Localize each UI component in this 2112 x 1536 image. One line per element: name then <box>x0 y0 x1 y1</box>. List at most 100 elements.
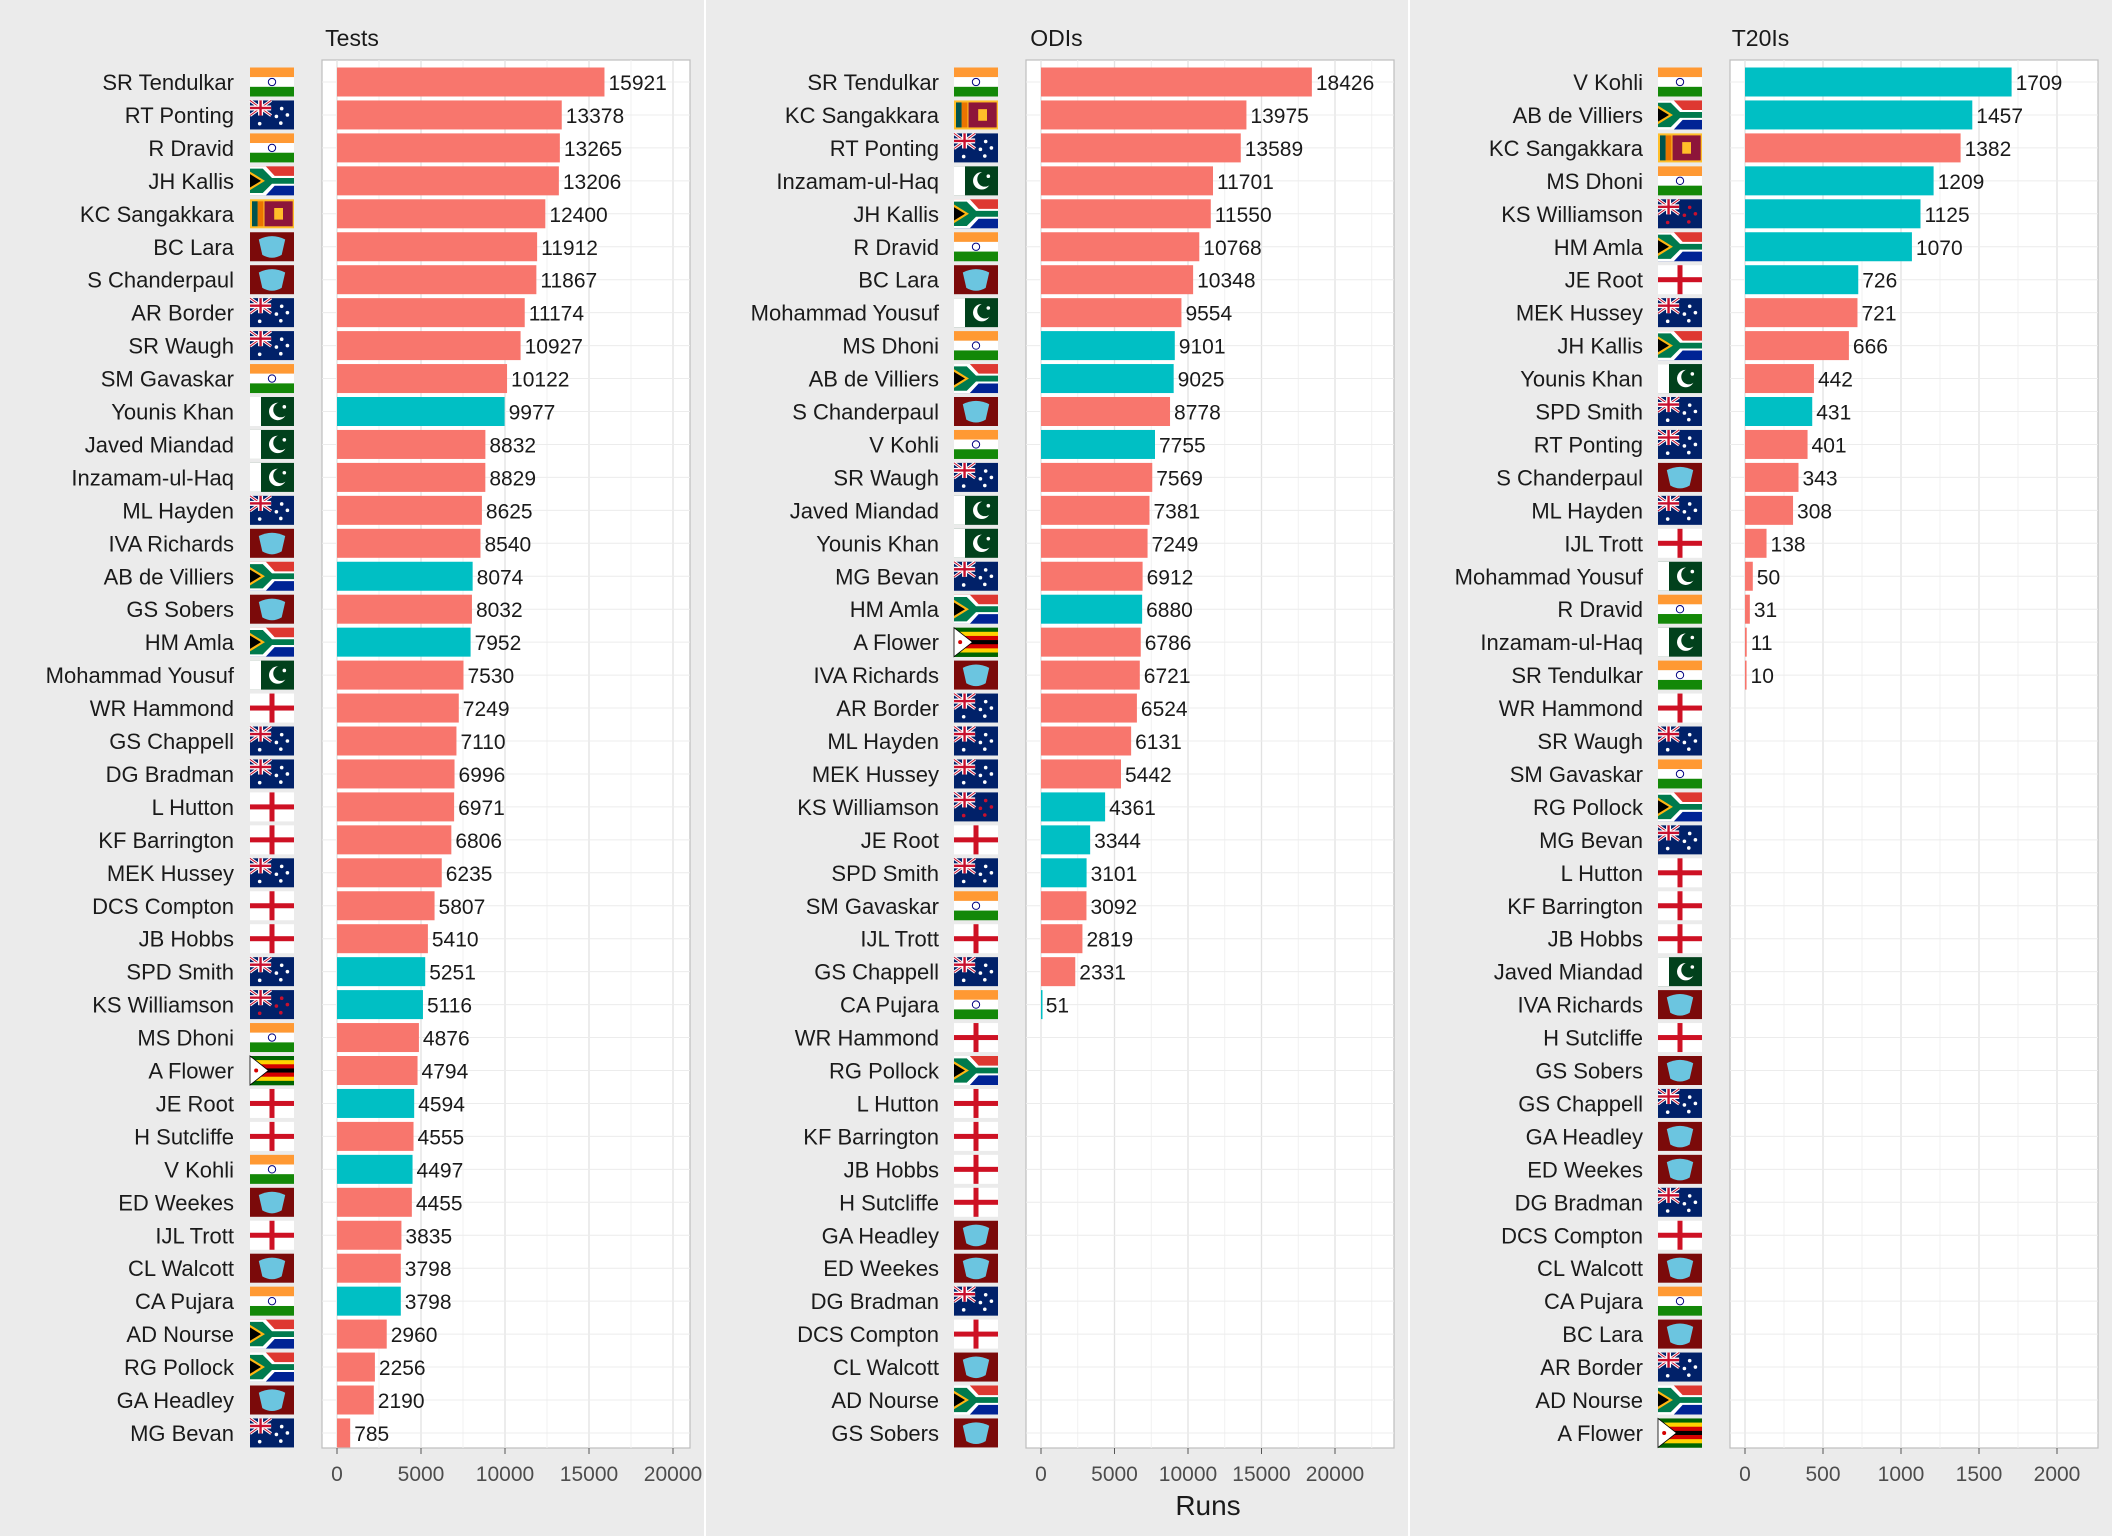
player-label: Younis Khan <box>1520 367 1643 392</box>
bar <box>337 462 486 492</box>
panel-odis: ODIs 0 5000 10000 15000 20000 SR Tendulkar 1842… <box>704 0 1408 1536</box>
data-label: 13265 <box>564 138 622 161</box>
bar <box>337 594 472 624</box>
flag-south-africa-icon <box>1658 1385 1702 1415</box>
player-label: RT Ponting <box>1534 432 1643 457</box>
player-label: AR Border <box>1540 1355 1643 1380</box>
data-label: 31 <box>1754 599 1777 622</box>
bar <box>1041 364 1174 394</box>
player-label: IJL Trott <box>860 927 939 952</box>
row-sr-waugh: SR Waugh <box>1537 725 1702 756</box>
data-label: 4555 <box>418 1126 465 1149</box>
row-sr-waugh: SR Waugh 7569 <box>833 461 1203 492</box>
bar <box>337 561 473 591</box>
player-label: DG Bradman <box>811 1289 939 1314</box>
bar <box>1041 561 1143 591</box>
flag-pakistan-icon <box>1658 561 1702 591</box>
data-label: 1125 <box>1925 204 1970 227</box>
bar <box>1041 957 1076 987</box>
player-label: CL Walcott <box>128 1256 234 1281</box>
x-tick-label: 1000 <box>1878 1463 1925 1486</box>
player-label: IVA Richards <box>813 663 939 688</box>
player-label: Inzamam-ul-Haq <box>71 465 234 490</box>
data-label: 6721 <box>1144 665 1191 688</box>
player-label: R Dravid <box>1557 597 1643 622</box>
row-s-chanderpaul: S Chanderpaul 8778 <box>792 397 1221 426</box>
flag-west-indies-icon <box>250 265 294 295</box>
player-label: SR Tendulkar <box>807 70 939 95</box>
flag-england-icon <box>1658 265 1702 295</box>
x-tick-label: 10000 <box>476 1463 534 1486</box>
bar <box>1041 792 1106 822</box>
data-label: 666 <box>1853 336 1888 359</box>
player-label: MEK Hussey <box>812 762 939 787</box>
bar <box>1041 924 1083 954</box>
panel-tests: Tests 0 5000 10000 15000 20000 SR Tendulkar 159… <box>0 0 704 1536</box>
flag-west-indies-icon <box>1658 1154 1702 1184</box>
row-je-root: JE Root 726 <box>1565 265 1897 295</box>
flag-australia-icon <box>249 494 294 525</box>
player-label: GS Chappell <box>814 960 939 985</box>
flag-south-africa-icon <box>250 1352 294 1382</box>
row-r-dravid: R Dravid 10768 <box>853 232 1262 262</box>
flag-india-icon <box>954 232 998 262</box>
player-label: DCS Compton <box>1501 1223 1643 1248</box>
bar <box>1041 100 1247 130</box>
row-javed-miandad: Javed Miandad 8832 <box>85 429 536 459</box>
row-ab-de-villiers: AB de Villiers 1457 <box>1513 100 2023 130</box>
data-label: 8829 <box>489 467 536 490</box>
bar <box>1041 232 1200 262</box>
data-label: 2819 <box>1086 929 1133 952</box>
player-label: JH Kallis <box>853 202 939 227</box>
bar <box>337 364 508 394</box>
data-label: 726 <box>1862 270 1897 293</box>
player-label: SPD Smith <box>1535 400 1643 425</box>
player-label: Inzamam-ul-Haq <box>776 169 939 194</box>
player-label: RG Pollock <box>829 1059 940 1084</box>
flag-west-indies-icon <box>1658 1056 1702 1085</box>
flag-west-indies-icon <box>954 265 998 295</box>
data-label: 3344 <box>1094 830 1141 853</box>
player-label: A Flower <box>1557 1421 1643 1446</box>
x-tick-label: 1500 <box>1956 1463 2003 1486</box>
player-label: IJL Trott <box>1564 531 1643 556</box>
row-r-dravid: R Dravid 31 <box>1557 594 1777 624</box>
player-label: HM Amla <box>850 597 940 622</box>
row-s-chanderpaul: S Chanderpaul 11867 <box>87 265 597 295</box>
player-label: R Dravid <box>148 136 234 161</box>
row-dcs-compton: DCS Compton <box>1501 1220 1702 1250</box>
row-ar-border: AR Border 11174 <box>131 296 584 328</box>
bar <box>1745 199 1921 229</box>
row-ed-weekes: ED Weekes <box>823 1253 998 1283</box>
row-jh-kallis: JH Kallis 11550 <box>853 199 1272 229</box>
bar <box>337 1286 401 1316</box>
x-tick-label: 20000 <box>1306 1463 1364 1486</box>
row-rg-pollock: RG Pollock <box>1533 792 1702 822</box>
flag-india-icon <box>1658 759 1702 789</box>
row-kf-barrington: KF Barrington 6806 <box>98 825 502 855</box>
data-label: 7530 <box>468 665 515 688</box>
row-gs-sobers: GS Sobers <box>831 1418 998 1448</box>
flag-australia-icon <box>953 1285 998 1316</box>
player-label: KC Sangakkara <box>785 103 940 128</box>
flag-west-indies-icon <box>250 1187 294 1217</box>
player-label: RT Ponting <box>125 103 234 128</box>
flag-england-icon <box>1658 924 1702 954</box>
row-wr-hammond: WR Hammond <box>1499 693 1702 723</box>
player-label: GA Headley <box>822 1223 939 1248</box>
bar <box>337 298 525 328</box>
player-label: Javed Miandad <box>85 432 234 457</box>
player-label: Mohammad Yousuf <box>751 301 940 326</box>
player-label: S Chanderpaul <box>792 400 939 425</box>
player-label: DG Bradman <box>1515 1190 1643 1215</box>
flag-india-icon <box>250 1023 294 1053</box>
flag-west-indies-icon <box>1658 990 1702 1020</box>
flag-pakistan-icon <box>1658 627 1702 657</box>
player-label: ED Weekes <box>1527 1157 1643 1182</box>
flag-sri-lanka-icon <box>1658 133 1702 163</box>
x-tick-label: 10000 <box>1159 1463 1217 1486</box>
bar <box>1041 891 1087 921</box>
bar <box>1745 166 1934 196</box>
data-label: 6806 <box>455 830 502 853</box>
row-jb-hobbs: JB Hobbs <box>844 1154 998 1184</box>
